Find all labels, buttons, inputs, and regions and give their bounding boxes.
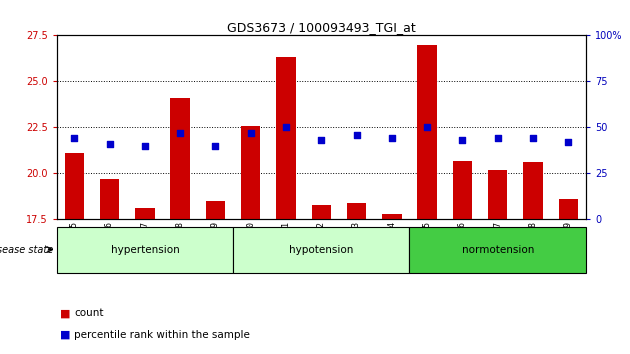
Text: ■: ■ xyxy=(60,308,71,318)
Point xyxy=(422,125,432,130)
Bar xyxy=(418,45,437,219)
Text: ■: ■ xyxy=(60,330,71,339)
Bar xyxy=(453,161,472,219)
Point xyxy=(105,141,115,147)
Point xyxy=(69,136,79,141)
Point xyxy=(563,139,573,145)
Bar xyxy=(347,203,366,219)
Text: percentile rank within the sample: percentile rank within the sample xyxy=(74,330,250,339)
Bar xyxy=(100,179,119,219)
Bar xyxy=(57,227,233,273)
Point xyxy=(457,137,467,143)
Bar xyxy=(241,126,260,219)
Bar xyxy=(524,162,542,219)
Bar xyxy=(488,170,507,219)
Text: disease state: disease state xyxy=(0,245,54,255)
Text: count: count xyxy=(74,308,104,318)
Text: hypotension: hypotension xyxy=(289,245,353,255)
Point xyxy=(175,130,185,136)
Title: GDS3673 / 100093493_TGI_at: GDS3673 / 100093493_TGI_at xyxy=(227,21,416,34)
Point xyxy=(281,125,291,130)
Bar xyxy=(233,227,410,273)
Point xyxy=(387,136,397,141)
Bar xyxy=(206,201,225,219)
Point xyxy=(246,130,256,136)
Text: hypertension: hypertension xyxy=(110,245,180,255)
Bar xyxy=(171,98,190,219)
Point xyxy=(528,136,538,141)
Point xyxy=(493,136,503,141)
Bar xyxy=(135,209,154,219)
Point xyxy=(210,143,220,149)
Point xyxy=(352,132,362,138)
Bar xyxy=(382,214,401,219)
Bar xyxy=(312,205,331,219)
Bar xyxy=(65,153,84,219)
Bar xyxy=(277,57,295,219)
Point xyxy=(140,143,150,149)
Bar xyxy=(559,199,578,219)
Point xyxy=(316,137,326,143)
Text: normotension: normotension xyxy=(462,245,534,255)
Bar xyxy=(410,227,586,273)
